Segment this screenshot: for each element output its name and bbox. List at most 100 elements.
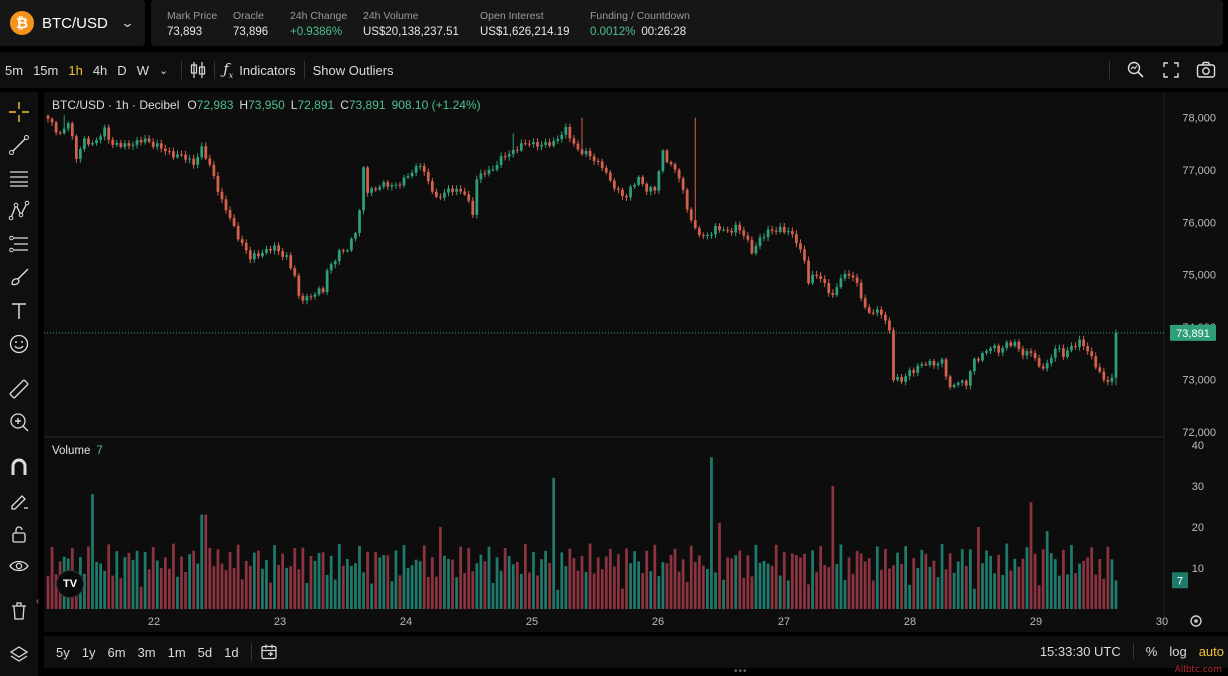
crosshair-icon[interactable] xyxy=(7,100,31,124)
candle-body xyxy=(74,136,78,159)
candle-body xyxy=(697,228,701,235)
volume-bar xyxy=(325,574,329,609)
horizontal-lines-icon[interactable] xyxy=(7,166,31,190)
candle-body xyxy=(422,165,426,172)
candle-body xyxy=(1049,357,1053,364)
symbol-selector[interactable]: ₿ BTC/USD ⌄ xyxy=(0,0,145,46)
indicators-button[interactable]: ƒx Indicators xyxy=(223,60,295,80)
candle-body xyxy=(617,188,620,190)
volume-bar xyxy=(807,584,810,609)
timeframe-w[interactable]: W xyxy=(136,62,149,78)
candle-body xyxy=(358,210,361,234)
candle-body xyxy=(1057,348,1061,350)
candle-body xyxy=(1070,345,1073,351)
volume-bar xyxy=(673,548,677,609)
candle-body xyxy=(786,231,790,233)
volume-bar xyxy=(398,575,402,609)
range-1m[interactable]: 1m xyxy=(167,644,186,660)
candle-body xyxy=(188,158,191,160)
volume-bar xyxy=(119,578,123,609)
zoom-in-icon[interactable] xyxy=(7,410,31,434)
volume-bar xyxy=(443,555,446,609)
auto-scale-toggle[interactable]: auto xyxy=(1198,643,1224,659)
timeframe-dropdown-chevron-icon[interactable]: ⌄ xyxy=(158,64,169,77)
pattern-icon[interactable] xyxy=(7,199,31,223)
text-tool-icon[interactable] xyxy=(7,299,31,323)
collapse-sidebar-chevron-icon[interactable]: ‹ xyxy=(36,596,40,607)
market-stats: Mark Price 73,893 Oracle 73,896 24h Chan… xyxy=(151,0,1223,46)
percent-scale-toggle[interactable]: % xyxy=(1145,643,1158,659)
volume-bar xyxy=(434,576,438,609)
stat-value: US$1,626,214.19 xyxy=(480,26,570,38)
timeframe-1h[interactable]: 1h xyxy=(68,62,83,78)
magnet-icon[interactable] xyxy=(7,455,31,479)
fibonacci-icon[interactable] xyxy=(7,232,31,256)
volume-bar xyxy=(499,570,503,609)
tradingview-logo-icon[interactable]: TV xyxy=(56,570,84,598)
volume-bar xyxy=(107,544,111,609)
chart-panel[interactable]: 78,00077,00076,00075,00074,00073,00072,0… xyxy=(44,92,1228,632)
axis-settings-gear-icon[interactable] xyxy=(1190,615,1202,627)
candle-body xyxy=(163,148,167,152)
timeframe-d[interactable]: D xyxy=(117,62,127,78)
candle-body xyxy=(99,136,102,140)
trend-line-icon[interactable] xyxy=(7,133,31,157)
show-outliers-button[interactable]: Show Outliers xyxy=(312,62,394,78)
candle-body xyxy=(989,348,992,352)
candle-body xyxy=(439,196,442,198)
volume-bar xyxy=(1090,547,1094,609)
emoji-icon[interactable] xyxy=(7,332,31,356)
volume-bar xyxy=(1005,543,1009,609)
volume-bar xyxy=(746,555,750,609)
camera-icon[interactable] xyxy=(1196,61,1216,79)
trash-icon[interactable] xyxy=(7,599,31,623)
volume-bar xyxy=(289,566,293,609)
range-1y[interactable]: 1y xyxy=(81,644,96,660)
legend-low-key: L xyxy=(290,98,298,112)
candle-body xyxy=(932,360,936,366)
volume-tick-label: 10 xyxy=(1192,563,1204,575)
candle-body xyxy=(309,296,313,298)
eye-icon[interactable] xyxy=(7,554,31,578)
candle-body xyxy=(451,188,454,192)
log-scale-toggle[interactable]: log xyxy=(1169,643,1187,659)
utc-clock[interactable]: 15:33:30 UTC xyxy=(1039,643,1121,659)
volume-bar xyxy=(188,554,191,609)
timeframe-4h[interactable]: 4h xyxy=(92,62,108,78)
volume-bar xyxy=(115,551,119,609)
range-5d[interactable]: 5d xyxy=(197,644,213,660)
volume-bar xyxy=(257,550,260,609)
candle-body xyxy=(216,175,220,192)
brush-icon[interactable] xyxy=(7,265,31,289)
price-chart[interactable]: 78,00077,00076,00075,00074,00073,00072,0… xyxy=(44,92,1228,632)
go-to-date-calendar-icon[interactable] xyxy=(260,643,278,661)
candle-type-button[interactable] xyxy=(190,61,206,79)
timeframe-15m[interactable]: 15m xyxy=(33,62,59,78)
volume-bar xyxy=(1098,559,1102,609)
range-3m[interactable]: 3m xyxy=(137,644,156,660)
drawing-mode-icon[interactable] xyxy=(7,488,31,512)
volume-bar xyxy=(653,544,657,609)
candle-body xyxy=(867,307,871,313)
volume-bar xyxy=(981,563,984,609)
volume-bar xyxy=(414,559,418,609)
range-1d[interactable]: 1d xyxy=(224,644,239,660)
volume-bar xyxy=(155,560,159,609)
zoom-search-icon[interactable] xyxy=(1126,60,1146,80)
volume-bar xyxy=(722,579,725,609)
ruler-icon[interactable] xyxy=(7,377,31,401)
fullscreen-icon[interactable] xyxy=(1162,61,1180,79)
range-5y[interactable]: 5y xyxy=(56,644,70,660)
layers-icon[interactable] xyxy=(7,643,31,667)
resize-handle-icon[interactable]: ••• xyxy=(734,666,748,676)
volume-bar xyxy=(973,588,976,609)
candle-body xyxy=(511,149,515,155)
volume-bar xyxy=(95,561,98,609)
timeframe-5m[interactable]: 5m xyxy=(5,62,24,78)
lock-icon[interactable] xyxy=(7,522,31,546)
range-6m[interactable]: 6m xyxy=(107,644,126,660)
candle-body xyxy=(888,320,891,331)
candle-body xyxy=(981,353,984,361)
volume-bar xyxy=(718,522,721,609)
volume-bar xyxy=(875,546,879,609)
